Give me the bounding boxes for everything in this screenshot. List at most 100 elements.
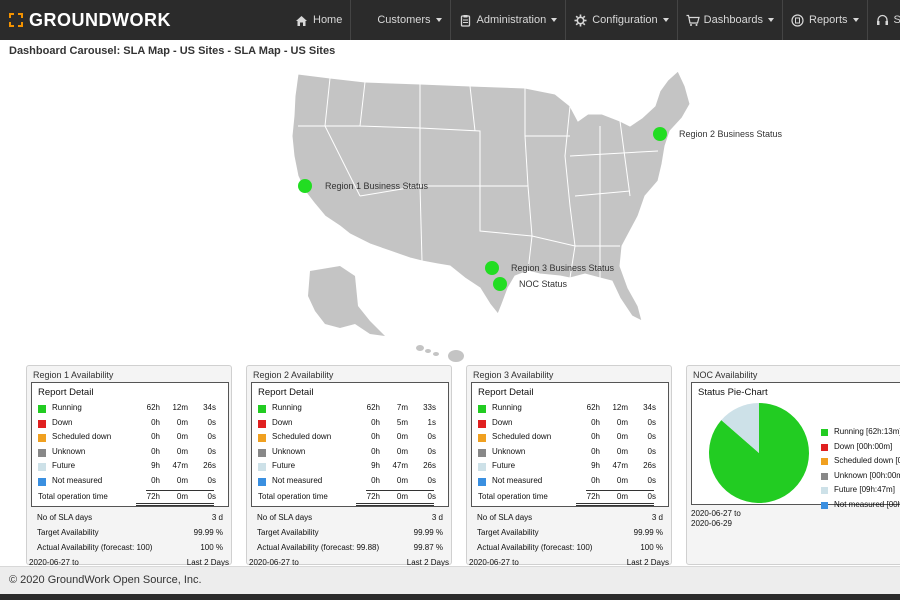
top-navigation-bar: GROUNDWORK Home Customers Administration Co… bbox=[0, 0, 900, 40]
status-row: Unknown 0h 0m 0s bbox=[38, 447, 218, 459]
status-hours: 9h bbox=[591, 461, 600, 470]
sla-stat-row: Target Availability 99.99 % bbox=[37, 528, 223, 540]
map-marker-label[interactable]: Region 1 Business Status bbox=[325, 181, 429, 191]
status-seconds: 0s bbox=[647, 446, 656, 456]
main-nav: Home Customers Administration Configuration… bbox=[287, 0, 900, 40]
status-seconds: 1s bbox=[427, 417, 436, 427]
status-minutes: 47m bbox=[612, 461, 628, 470]
groundwork-logo[interactable]: GROUNDWORK bbox=[9, 10, 289, 31]
row-underline bbox=[366, 490, 434, 491]
nav-item-reports[interactable]: Reports bbox=[783, 0, 868, 40]
status-hours: 0h bbox=[151, 417, 160, 427]
pie-slice-future[interactable] bbox=[721, 403, 759, 453]
footer-copyright: © 2020 GroundWork Open Source, Inc. bbox=[9, 574, 202, 586]
status-swatch bbox=[258, 463, 266, 471]
cart-icon bbox=[686, 14, 700, 27]
status-hours: 0h bbox=[591, 475, 600, 485]
status-hours: 0h bbox=[371, 475, 380, 485]
nav-item-label: Administration bbox=[476, 14, 547, 26]
total-m: 0m bbox=[396, 492, 408, 501]
sla-stat-label: Target Availability bbox=[37, 528, 99, 537]
sla-stat-row: Actual Availability (forecast: 100) 100 % bbox=[37, 543, 223, 555]
status-label: Scheduled down bbox=[272, 432, 332, 441]
total-s: 0s bbox=[427, 492, 436, 501]
status-row: Future 9h 47m 26s bbox=[38, 461, 218, 473]
status-seconds: 0s bbox=[207, 417, 216, 427]
status-minutes: 0m bbox=[396, 432, 408, 441]
caret-down-icon bbox=[852, 18, 859, 22]
sla-stat-value: 3 d bbox=[211, 513, 223, 522]
nav-item-administration[interactable]: Administration bbox=[451, 0, 567, 40]
region-availability-panel: Region 2 Availability Report Detail Runnin… bbox=[246, 365, 452, 567]
nav-item-home[interactable]: Home bbox=[287, 0, 352, 40]
reports-icon bbox=[791, 13, 804, 27]
status-seconds: 34s bbox=[643, 403, 656, 412]
status-row: Running 62h 12m 34s bbox=[38, 403, 218, 415]
status-minutes: 0m bbox=[176, 475, 188, 485]
status-swatch bbox=[38, 448, 46, 457]
nav-item-suppo[interactable]: Suppo bbox=[868, 0, 900, 40]
sla-stat-value: 3 d bbox=[431, 513, 443, 522]
map-status-marker[interactable] bbox=[493, 277, 507, 291]
status-swatch bbox=[258, 419, 266, 428]
status-hours: 9h bbox=[151, 461, 160, 470]
noc-panel-title: NOC Availability bbox=[693, 370, 758, 380]
status-label: Unknown bbox=[52, 446, 86, 456]
logo-text: GROUNDWORK bbox=[29, 9, 171, 30]
total-label: Total operation time bbox=[258, 492, 328, 501]
map-marker-label[interactable]: NOC Status bbox=[519, 279, 568, 289]
clipboard-icon bbox=[459, 14, 472, 27]
sla-stat-label: No of SLA days bbox=[37, 513, 93, 522]
total-h: 72h bbox=[586, 492, 600, 501]
legend-label: Scheduled down [00 bbox=[834, 456, 900, 465]
status-minutes: 0m bbox=[616, 417, 628, 427]
status-seconds: 0s bbox=[207, 475, 216, 485]
status-swatch bbox=[258, 477, 266, 486]
status-swatch bbox=[258, 405, 266, 413]
page-footer: © 2020 GroundWork Open Source, Inc. bbox=[0, 566, 900, 600]
status-hours: 0h bbox=[371, 417, 380, 427]
status-hours: 62h bbox=[586, 403, 600, 412]
map-status-marker[interactable] bbox=[298, 179, 312, 193]
date-range-label: Last 2 Days bbox=[406, 558, 449, 567]
us-map-image bbox=[291, 70, 691, 362]
map-marker-label[interactable]: Region 3 Business Status bbox=[511, 263, 615, 273]
legend-label: Unknown [00h:00m bbox=[834, 470, 900, 480]
total-s: 0s bbox=[647, 492, 656, 501]
legend-swatch bbox=[821, 472, 828, 480]
date-from: 2020-06-27 to bbox=[249, 558, 299, 567]
sla-stat-row: No of SLA days 3 d bbox=[477, 513, 663, 525]
headset-icon bbox=[876, 14, 889, 27]
map-status-marker[interactable] bbox=[653, 127, 667, 141]
status-minutes: 5m bbox=[396, 417, 408, 427]
nav-item-customers[interactable]: Customers bbox=[351, 0, 451, 40]
status-minutes: 0m bbox=[616, 475, 628, 485]
legend-swatch bbox=[821, 487, 828, 494]
status-label: Not measured bbox=[272, 475, 323, 485]
status-minutes: 0m bbox=[176, 417, 188, 427]
nav-item-configuration[interactable]: Configuration bbox=[566, 0, 678, 40]
gear-icon bbox=[574, 14, 587, 27]
panel-title: Region 3 Availability bbox=[473, 370, 554, 380]
sla-stat-row: Actual Availability (forecast: 99.88) 99.… bbox=[257, 543, 443, 555]
sla-stat-row: Actual Availability (forecast: 100) 100 % bbox=[477, 543, 663, 555]
nav-item-dashboards[interactable]: Dashboards bbox=[678, 0, 783, 40]
status-swatch bbox=[258, 434, 266, 442]
map-marker-label[interactable]: Region 2 Business Status bbox=[679, 129, 783, 139]
status-label: Future bbox=[272, 461, 296, 470]
status-seconds: 0s bbox=[207, 446, 216, 456]
us-sla-map: Region 1 Business Status Region 2 Busines… bbox=[270, 66, 782, 366]
status-swatch bbox=[38, 419, 46, 428]
sla-stat-label: Actual Availability (forecast: 100) bbox=[37, 543, 153, 552]
noc-availability-panel: NOC Availability Status Pie-Chart Runnin… bbox=[686, 365, 900, 565]
date-from: 2020-06-27 to bbox=[469, 558, 519, 567]
status-minutes: 0m bbox=[176, 446, 188, 456]
sla-stat-label: Actual Availability (forecast: 99.88) bbox=[257, 543, 380, 552]
status-seconds: 0s bbox=[647, 432, 656, 441]
alaska-shape bbox=[308, 266, 385, 336]
status-minutes: 12m bbox=[172, 403, 188, 412]
status-label: Running bbox=[272, 403, 302, 412]
logo-mark-icon bbox=[9, 13, 23, 27]
status-hours: 0h bbox=[151, 475, 160, 485]
map-status-marker[interactable] bbox=[485, 261, 499, 275]
